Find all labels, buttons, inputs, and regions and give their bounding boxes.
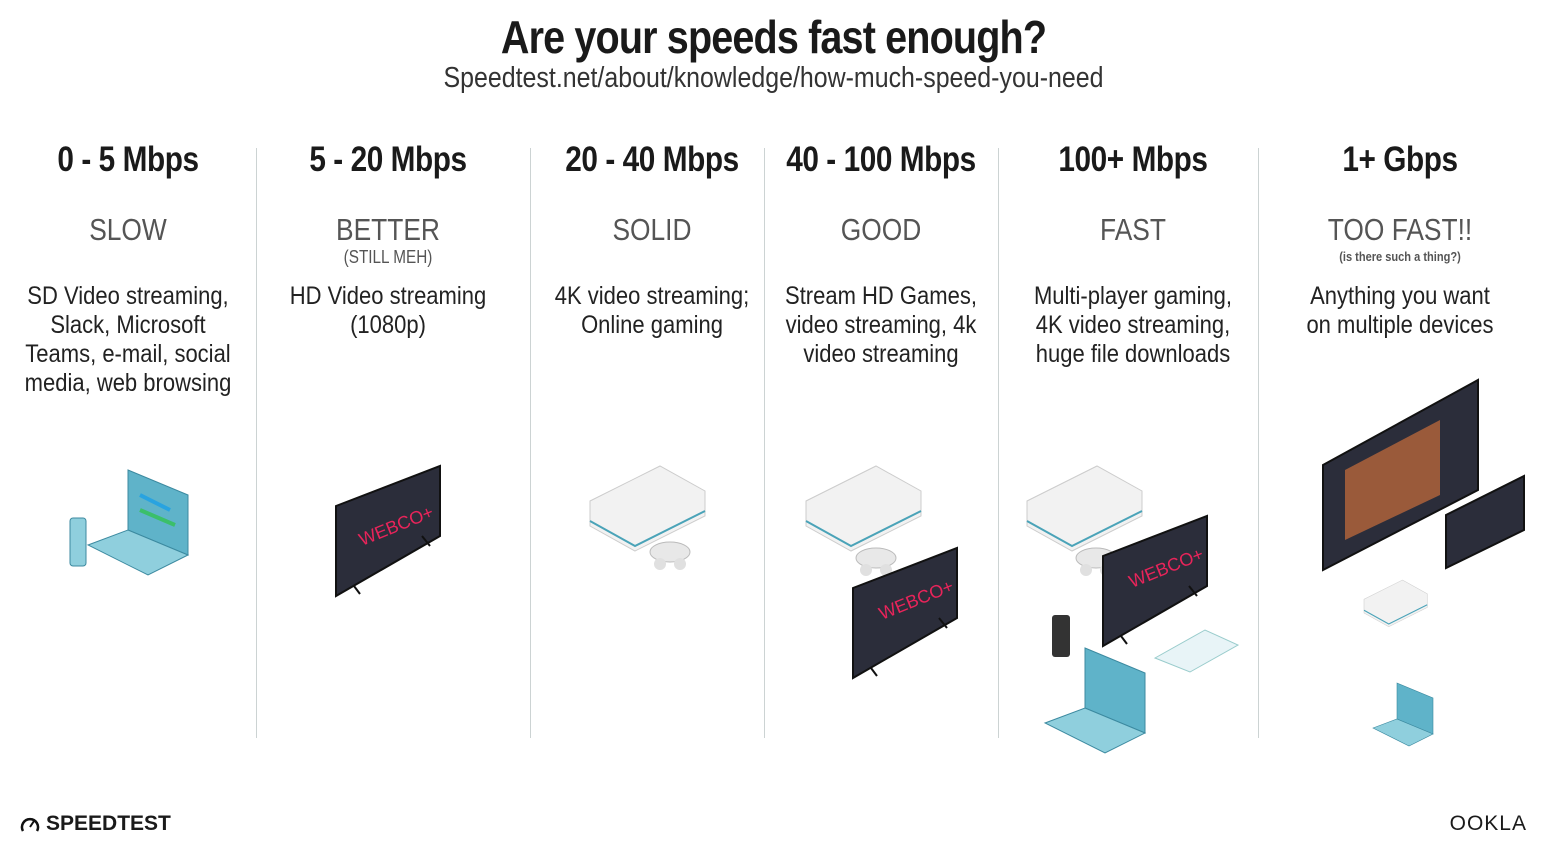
gauge-icon	[20, 817, 40, 832]
tier-label: GOOD	[840, 212, 922, 247]
tier-fast: 100+ Mbps FAST Multi-player gaming, 4K v…	[1013, 140, 1253, 369]
speedtest-logo: SPEEDTEST	[20, 812, 171, 836]
tier-label: SLOW	[89, 212, 167, 247]
divider	[764, 148, 765, 738]
tier-too-fast: 1+ Gbps TOO FAST!! (is there such a thin…	[1280, 140, 1520, 340]
tier-label: FAST	[1100, 212, 1166, 247]
console-gamepad-illustration	[589, 465, 706, 571]
tier-good: 40 - 100 Mbps GOOD Stream HD Games, vide…	[761, 140, 1001, 369]
tier-speed: 100+ Mbps	[1058, 140, 1208, 179]
tier-slow: 0 - 5 Mbps SLOW SD Video streaming, Slac…	[8, 140, 248, 398]
tier-description: Anything you want on multiple devices	[1306, 282, 1494, 339]
console-tv-illustration: WEBCO+	[805, 465, 958, 679]
tier-better: 5 - 20 Mbps BETTER (STILL MEH) HD Video …	[268, 140, 508, 340]
divider	[256, 148, 257, 738]
tier-speed: 5 - 20 Mbps	[309, 140, 467, 179]
tier-note: (is there such a thing?)	[1339, 249, 1461, 264]
tier-label: TOO FAST!!	[1327, 212, 1473, 247]
tier-speed: 0 - 5 Mbps	[57, 140, 199, 179]
speedtest-logo-text: SPEEDTEST	[46, 812, 171, 835]
divider	[530, 148, 531, 738]
tier-description: 4K video streaming; Online gaming	[554, 282, 750, 339]
tier-description: HD Video streaming (1080p)	[289, 282, 487, 339]
tier-description: Multi-player gaming, 4K video streaming,…	[1033, 282, 1233, 368]
multi-device-illustration: WEBCO+	[1026, 465, 1240, 754]
tier-speed: 20 - 40 Mbps	[565, 140, 739, 179]
tier-note: (STILL MEH)	[343, 247, 433, 267]
tier-description: Stream HD Games, video streaming, 4k vid…	[785, 282, 977, 368]
divider	[998, 148, 999, 738]
tier-label: SOLID	[612, 212, 692, 247]
source-url: Speedtest.net/about/knowledge/how-much-s…	[443, 62, 1104, 94]
ookla-logo: OOKLA	[1449, 812, 1527, 835]
gigabit-devices-illustration	[1322, 378, 1525, 747]
tier-label: BETTER	[336, 212, 440, 247]
tier-speed: 1+ Gbps	[1342, 140, 1458, 179]
tier-solid: 20 - 40 Mbps SOLID 4K video streaming; O…	[532, 140, 772, 340]
page-title: Are your speeds fast enough?	[500, 11, 1047, 63]
tier-speed: 40 - 100 Mbps	[786, 140, 976, 179]
tier-description: SD Video streaming, Slack, Microsoft Tea…	[24, 282, 232, 397]
divider	[1258, 148, 1259, 738]
tv-illustration: WEBCO+	[335, 465, 441, 597]
laptop-phone-illustration	[69, 469, 189, 576]
